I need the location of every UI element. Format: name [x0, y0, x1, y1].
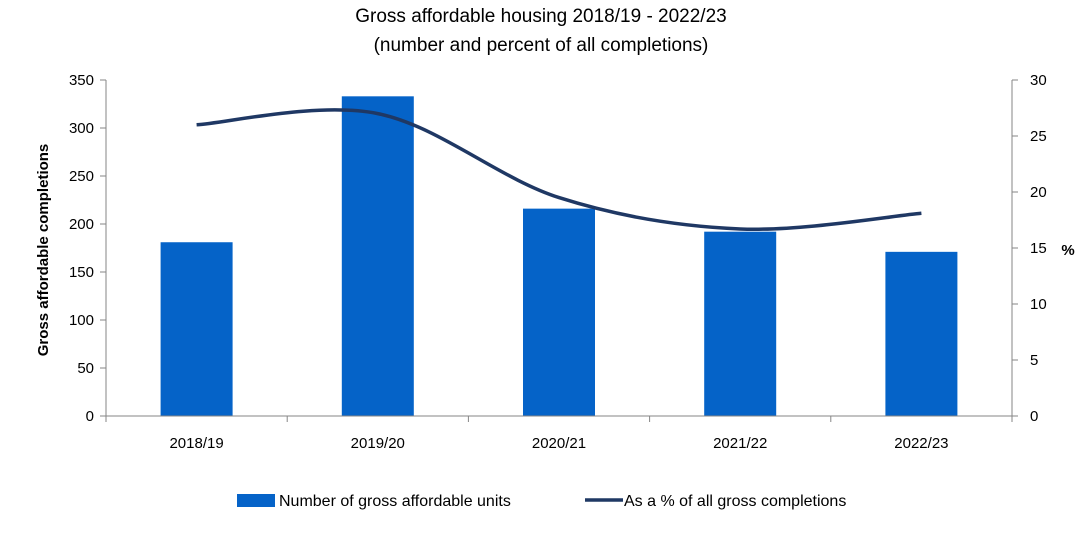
y-tick-label: 0: [86, 408, 94, 425]
x-tick-label: 2019/20: [351, 435, 405, 452]
bar-2019/20: [341, 96, 414, 416]
y2-tick-label: 0: [1030, 408, 1038, 425]
y2-axis-label: %: [1061, 242, 1074, 259]
y-axis-label: Gross affordable completions: [35, 144, 52, 357]
bar-2020/21: [523, 208, 595, 416]
y-tick-label: 50: [77, 360, 94, 377]
y-tick-label: 200: [69, 216, 94, 233]
y-tick-label: 100: [69, 312, 94, 329]
x-tick-label: 2018/19: [169, 435, 223, 452]
y-tick-label: 350: [69, 72, 94, 89]
bar-2018/19: [160, 242, 233, 416]
bar-2021/22: [704, 231, 777, 416]
y2-tick-label: 25: [1030, 128, 1047, 145]
x-tick-label: 2022/23: [894, 435, 948, 452]
x-tick-label: 2021/22: [713, 435, 767, 452]
y2-tick-label: 5: [1030, 352, 1038, 369]
y-tick-label: 250: [69, 168, 94, 185]
y-tick-label: 300: [69, 120, 94, 137]
x-tick-label: 2020/21: [532, 435, 586, 452]
plot-area: 0 50 100 150 200 250 300 350 0 5 10 15 20 25 30 2018/19…: [69, 72, 1047, 452]
bar-2022/23: [885, 251, 958, 416]
legend: Number of gross affordable units As a % …: [237, 493, 846, 510]
y-tick-label: 150: [69, 264, 94, 281]
line-series-percent: [196, 108, 922, 232]
y2-tick-label: 30: [1030, 72, 1047, 89]
y2-tick-label: 20: [1030, 184, 1047, 201]
legend-label-bar: Number of gross affordable units: [279, 493, 511, 510]
y2-tick-label: 10: [1030, 296, 1047, 313]
legend-label-line: As a % of all gross completions: [624, 493, 846, 510]
chart-title: Gross affordable housing 2018/19 - 2022/…: [355, 6, 726, 27]
legend-bar-swatch: [237, 494, 275, 507]
y2-tick-label: 15: [1030, 240, 1047, 257]
chart-subtitle: (number and percent of all completions): [374, 35, 709, 56]
